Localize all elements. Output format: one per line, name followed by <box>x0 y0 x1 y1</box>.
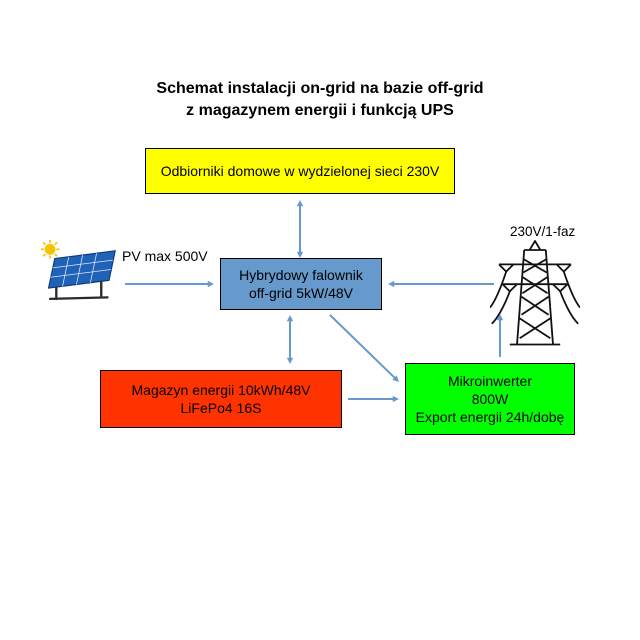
node-microinverter: Mikroinwerter 800W Export energii 24h/do… <box>405 363 575 435</box>
edge-pv-to-inverter <box>125 281 214 287</box>
node-battery-label: Magazyn energii 10kWh/48V LiFePo4 16S <box>132 381 311 417</box>
power-pylon-icon <box>490 240 580 355</box>
edge-grid-to-inverter <box>388 281 494 287</box>
node-battery: Magazyn energii 10kWh/48V LiFePo4 16S <box>100 370 342 428</box>
diagram-canvas: Schemat instalacji on-grid na bazie off-… <box>0 0 640 640</box>
node-loads-label: Odbiorniki domowe w wydzielonej sieci 23… <box>161 162 440 180</box>
edge-inverter-to-loads <box>297 200 303 258</box>
edge-battery-to-microinv-h <box>348 396 399 402</box>
label-pv: PV max 500V <box>122 248 208 264</box>
node-inverter-label: Hybrydowy falownik off-grid 5kW/48V <box>239 266 363 302</box>
title-line1: Schemat instalacji on-grid na bazie off-… <box>156 80 483 97</box>
label-grid: 230V/1-faz <box>510 224 575 239</box>
edge-inverter-to-battery <box>287 315 293 364</box>
node-microinverter-label: Mikroinwerter 800W Export energii 24h/do… <box>416 372 565 427</box>
node-inverter: Hybrydowy falownik off-grid 5kW/48V <box>220 258 382 310</box>
node-loads: Odbiorniki domowe w wydzielonej sieci 23… <box>145 148 455 194</box>
solar-panel-icon <box>36 240 120 302</box>
title-line2: z magazynem energii i funkcją UPS <box>186 102 454 119</box>
diagram-title: Schemat instalacji on-grid na bazie off-… <box>0 78 640 121</box>
